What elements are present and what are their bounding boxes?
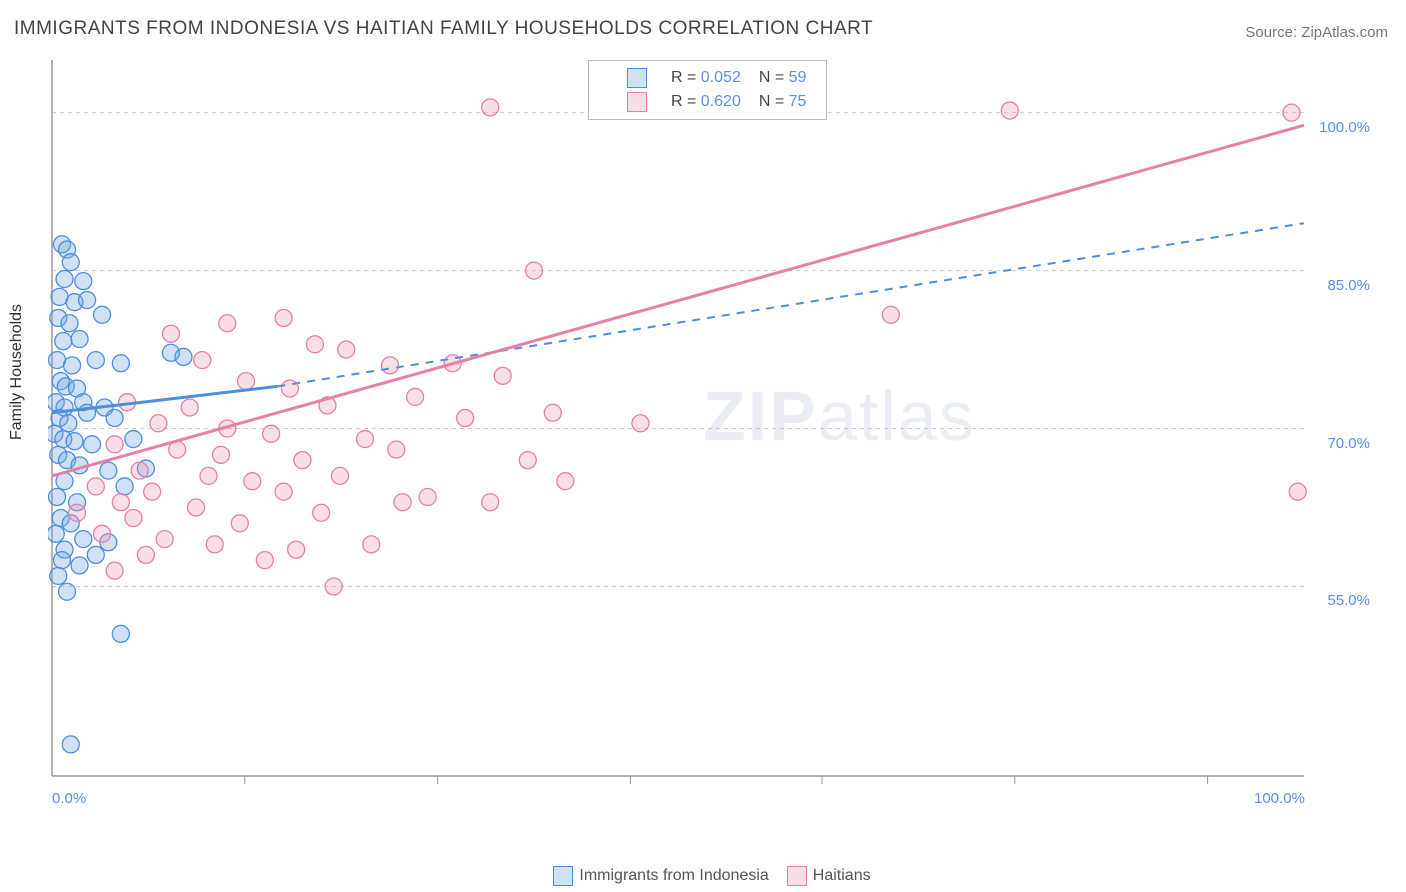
legend-swatch [627, 92, 647, 112]
x-tick-label: 0.0% [52, 790, 86, 807]
source-credit: Source: ZipAtlas.com [1245, 24, 1388, 41]
stats-legend: R = 0.052N = 59R = 0.620N = 75 [588, 60, 827, 120]
watermark: ZIPatlas [703, 376, 976, 456]
legend-swatch [553, 866, 573, 886]
series-legend: Immigrants from Indonesia Haitians [0, 866, 1406, 886]
chart-title: IMMIGRANTS FROM INDONESIA VS HAITIAN FAM… [14, 18, 873, 40]
y-tick-label: 70.0% [1327, 435, 1370, 452]
source-link[interactable]: ZipAtlas.com [1301, 24, 1388, 41]
y-tick-label: 55.0% [1327, 592, 1370, 609]
scatter-plot: ZIPatlas R = 0.052N = 59R = 0.620N = 75 … [48, 58, 1374, 816]
legend-label: Immigrants from Indonesia [579, 867, 768, 884]
legend-swatch [627, 68, 647, 88]
legend-swatch [787, 866, 807, 886]
x-tick-label: 100.0% [1254, 790, 1305, 807]
y-axis-label: Family Households [8, 304, 26, 440]
y-tick-label: 100.0% [1319, 119, 1370, 136]
y-tick-label: 85.0% [1327, 277, 1370, 294]
legend-label: Haitians [813, 867, 871, 884]
